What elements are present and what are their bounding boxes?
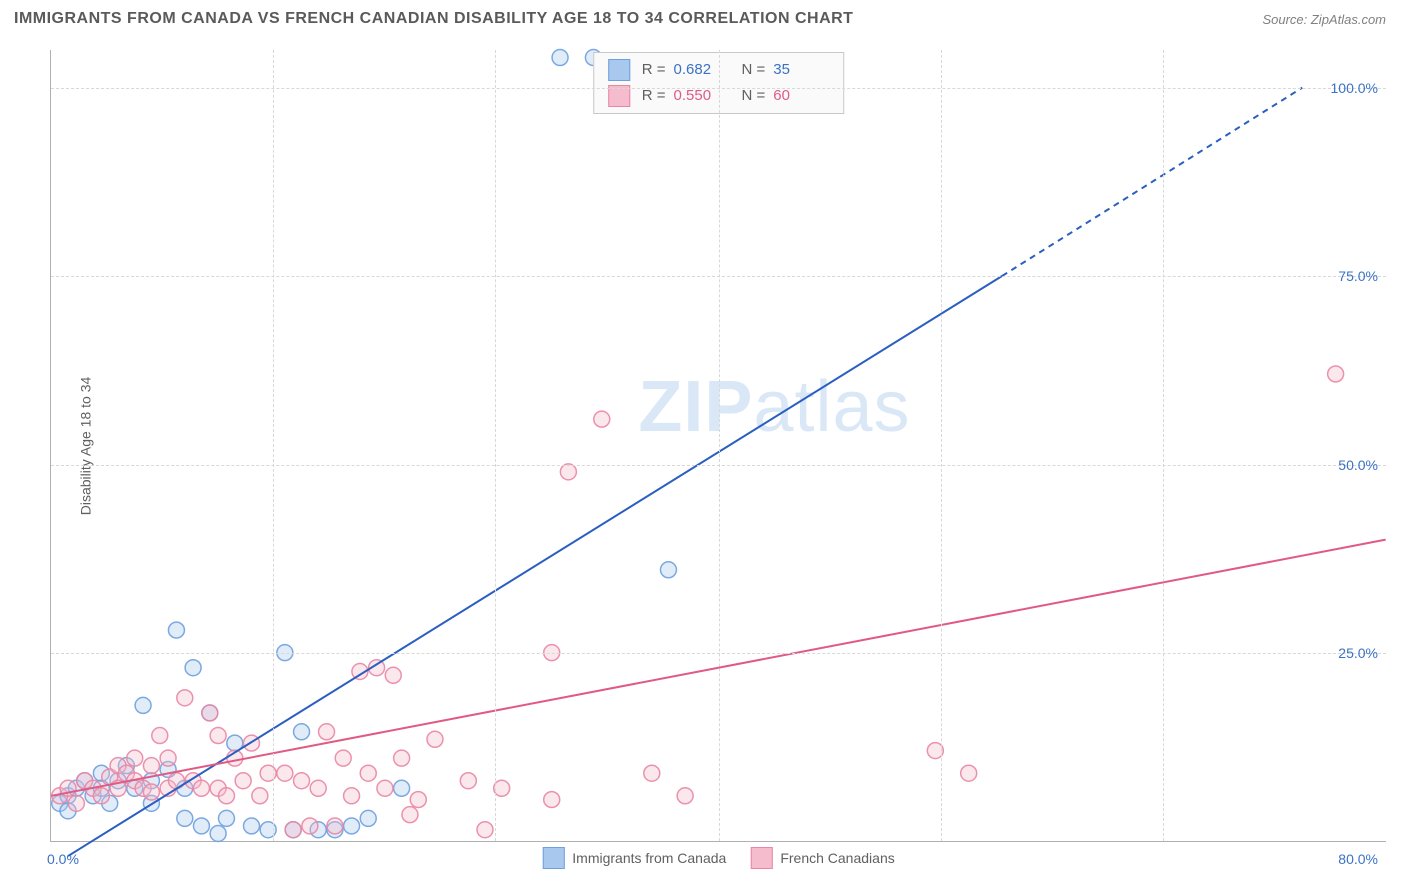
legend-swatch-immigrants <box>608 59 630 81</box>
y-tick-label: 75.0% <box>1338 268 1378 284</box>
r-value-immigrants: 0.682 <box>674 57 730 83</box>
x-tick-label: 0.0% <box>47 851 79 867</box>
chart-title: IMMIGRANTS FROM CANADA VS FRENCH CANADIA… <box>14 10 853 28</box>
legend-item-immigrants: Immigrants from Canada <box>542 847 726 869</box>
legend-label-immigrants: Immigrants from Canada <box>572 850 726 866</box>
scatter-chart: ZIPatlas R = 0.682 N = 35 R = 0.550 N = … <box>50 50 1386 842</box>
legend-item-french: French Canadians <box>750 847 894 869</box>
y-tick-label: 50.0% <box>1338 457 1378 473</box>
n-value-immigrants: 35 <box>773 57 829 83</box>
legend-swatch-french-bottom <box>750 847 772 869</box>
series-legend: Immigrants from Canada French Canadians <box>542 847 894 869</box>
y-tick-label: 100.0% <box>1331 80 1378 96</box>
x-tick-label: 80.0% <box>1338 851 1378 867</box>
legend-swatch-immigrants-bottom <box>542 847 564 869</box>
legend-label-french: French Canadians <box>780 850 894 866</box>
y-tick-label: 25.0% <box>1338 645 1378 661</box>
source-attribution: Source: ZipAtlas.com <box>1262 12 1386 27</box>
